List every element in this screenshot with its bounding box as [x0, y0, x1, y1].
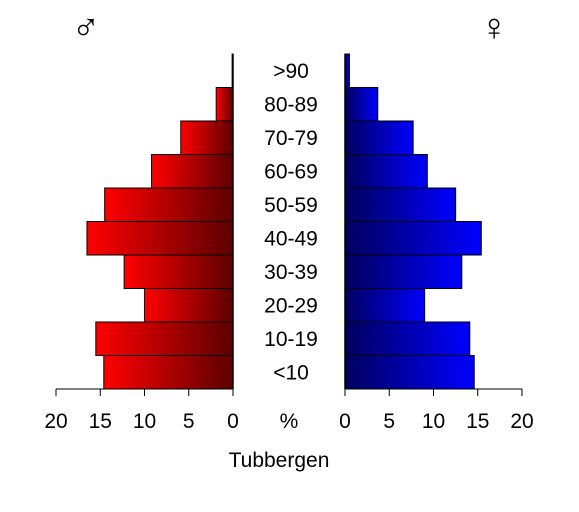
male-tick-label: 20: [44, 410, 67, 433]
female-bar: [344, 87, 379, 122]
male-x-axis: 0 5 10 15 20: [44, 388, 239, 433]
male-bar: [123, 254, 234, 289]
age-group-label: 20-29: [264, 294, 318, 317]
male-bar: [215, 87, 234, 122]
female-tick-label: 5: [383, 410, 395, 433]
age-group-label: 50-59: [264, 194, 318, 217]
female-bar: [344, 154, 428, 189]
male-bar: [95, 321, 234, 356]
female-bar: [344, 288, 426, 323]
male-bar: [86, 221, 234, 256]
unit-label: %: [280, 410, 299, 433]
age-group-label: 30-39: [264, 261, 318, 284]
female-bar: [344, 355, 475, 390]
age-group-label: 40-49: [264, 227, 318, 250]
age-group-label: >90: [273, 60, 309, 83]
male-bar: [180, 120, 234, 155]
male-tick-label: 0: [227, 410, 239, 433]
age-group-label: 70-79: [264, 127, 318, 150]
male-bar: [104, 187, 234, 222]
female-bar: [344, 254, 463, 289]
male-bars: [86, 53, 234, 390]
female-bars: [344, 53, 482, 390]
male-tick-label: 15: [89, 410, 112, 433]
male-tick-label: 5: [183, 410, 195, 433]
female-bar: [344, 187, 457, 222]
male-bar: [103, 355, 234, 390]
female-tick-label: 20: [510, 410, 533, 433]
female-bar: [344, 120, 414, 155]
female-tick-label: 0: [339, 410, 351, 433]
female-tick-label: 15: [466, 410, 489, 433]
age-group-label: 60-69: [264, 160, 318, 183]
male-bar: [144, 288, 234, 323]
chart-title: Tubbergen: [229, 449, 330, 472]
age-group-labels: <10 10-19 20-29 30-39 40-49 50-59 60-69 70-79 80…: [264, 60, 318, 385]
female-bar: [344, 221, 482, 256]
male-symbol: ♂: [72, 7, 101, 49]
female-x-axis: 0 5 10 15 20: [339, 388, 534, 433]
female-symbol: ♀: [480, 7, 509, 49]
female-tick-label: 10: [422, 410, 445, 433]
age-group-label: 80-89: [264, 93, 318, 116]
male-bar: [151, 154, 234, 189]
male-tick-label: 10: [133, 410, 156, 433]
age-group-label: 10-19: [264, 328, 318, 351]
age-group-label: <10: [273, 361, 309, 384]
female-bar: [344, 321, 471, 356]
